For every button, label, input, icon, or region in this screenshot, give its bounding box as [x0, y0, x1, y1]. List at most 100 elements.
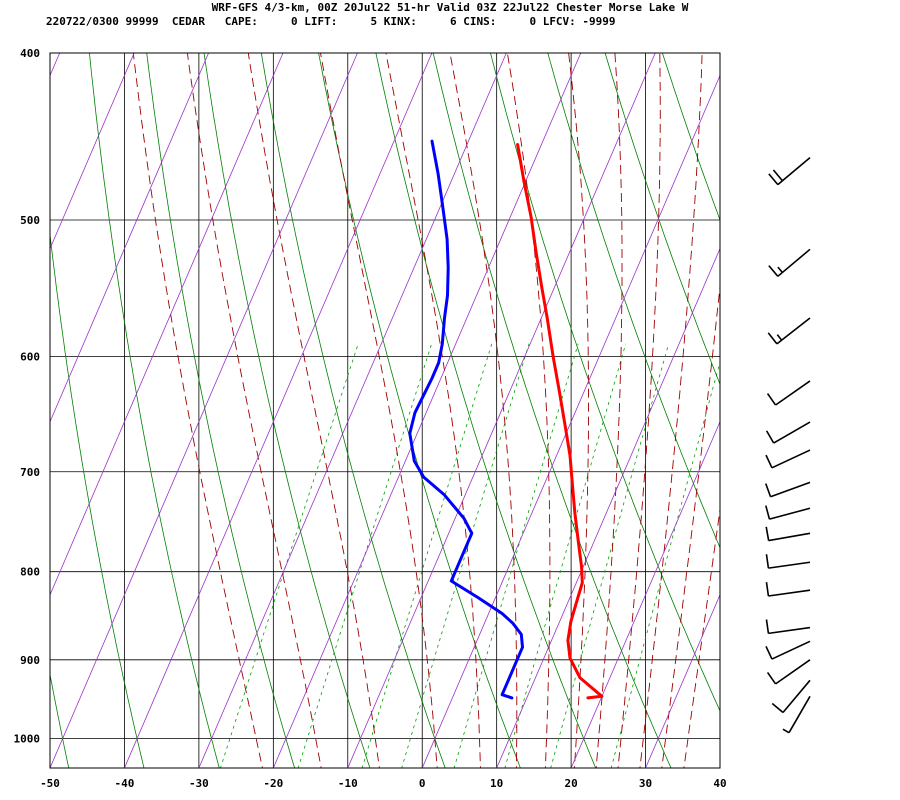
moist-adiabat [568, 53, 589, 768]
moist-adiabat [449, 53, 518, 768]
dry-adiabat [260, 53, 446, 768]
barb-staff [768, 561, 811, 569]
x-tick-label: -50 [40, 777, 60, 790]
barb-staff [788, 695, 811, 734]
isotherm [124, 53, 433, 768]
x-tick-label: -30 [189, 777, 209, 790]
dry-adiabat [50, 231, 145, 768]
mixing-ratio-line [453, 343, 579, 768]
wind-barb [765, 526, 811, 542]
mixing-ratio-line [361, 343, 493, 768]
barb-staff [777, 248, 811, 277]
y-tick-label: 600 [20, 350, 40, 363]
barb-feather [768, 173, 779, 186]
isotherm [50, 53, 358, 768]
chart-title: WRF-GFS 4/3-km, 00Z 20Jul22 51-hr Valid … [211, 1, 689, 14]
wind-barb [765, 421, 811, 444]
dry-adiabat [884, 34, 900, 775]
isotherm [496, 247, 720, 768]
moist-adiabat [617, 53, 661, 768]
barb-staff [775, 659, 811, 685]
wind-barb [771, 679, 811, 714]
wind-barbs [764, 156, 811, 734]
isotherm [50, 53, 135, 250]
sounding-trace [516, 143, 604, 700]
x-tick-label: -10 [338, 777, 358, 790]
mixing-ratio-line [550, 343, 669, 768]
y-tick-labels: 400 500 600 700 800 900 1000 [14, 47, 41, 746]
wind-barb [764, 481, 811, 498]
wind-barb [782, 695, 811, 734]
moist-adiabat [132, 53, 263, 768]
barb-feather [765, 554, 770, 569]
x-tick-label: 20 [564, 777, 577, 790]
wind-barb [765, 449, 811, 469]
y-tick-label: 700 [20, 466, 40, 479]
barb-feather [776, 334, 783, 341]
barb-staff [775, 380, 811, 406]
moist-adiabat [506, 53, 551, 768]
dry-adiabat [432, 53, 672, 768]
barb-feather [767, 332, 778, 345]
plot-frame [49, 52, 721, 769]
dry-adiabat [661, 53, 720, 222]
dry-adiabat [203, 53, 371, 768]
mixing-ratio-line [401, 343, 530, 768]
barb-staff [768, 532, 811, 542]
barb-staff [782, 679, 811, 714]
moist-adiabat [186, 53, 322, 768]
barb-staff [773, 421, 811, 444]
dry-adiabat [50, 672, 70, 768]
y-tick-label: 400 [20, 47, 40, 60]
moist-adiabat [661, 282, 720, 768]
barb-staff [776, 317, 811, 345]
y-tick-label: 800 [20, 566, 40, 579]
isotherm [272, 53, 582, 768]
x-tick-labels: -50 -40 -30 -20 -10 0 10 20 30 40 [40, 777, 727, 790]
barb-staff [769, 507, 811, 520]
wind-barb [765, 640, 811, 660]
dry-adiabat [604, 53, 720, 386]
dry-adiabat [547, 53, 720, 549]
x-tick-label: 10 [490, 777, 503, 790]
barb-staff [771, 640, 811, 660]
moist-adiabat [595, 53, 623, 768]
sounding-indices: 220722/0300 99999 CEDAR CAPE: 0 LIFT: 5 … [46, 15, 616, 28]
dry-adiabat [490, 53, 720, 712]
barb-staff [771, 449, 811, 469]
moist-adiabat [385, 53, 481, 768]
moist-adiabat [683, 506, 720, 768]
barb-staff [770, 481, 811, 498]
barb-feather [765, 582, 770, 597]
isotherm [198, 53, 507, 768]
mixing-ratio-line [297, 343, 432, 768]
mixing-ratio-line [610, 360, 720, 768]
barb-staff [777, 156, 811, 186]
dry-adiabat [88, 53, 220, 768]
x-tick-label: 30 [639, 777, 652, 790]
wind-barb [766, 659, 811, 685]
wind-barb [767, 317, 811, 345]
x-tick-label: -20 [263, 777, 283, 790]
isotherm [347, 53, 656, 768]
sounding-traces [408, 139, 604, 700]
barb-feather [765, 619, 770, 634]
barb-feather [772, 169, 784, 182]
wind-barb [768, 156, 811, 186]
wind-barb [765, 582, 811, 597]
dry-adiabat [827, 34, 900, 775]
moist-adiabat [320, 53, 438, 768]
thermo-background [50, 34, 900, 775]
dry-adiabat [146, 53, 296, 768]
barb-feather [771, 702, 784, 714]
isotherm [570, 420, 720, 768]
mixing-ratio-line [504, 343, 627, 768]
wind-barb [768, 248, 811, 277]
x-tick-label: 0 [419, 777, 426, 790]
dry-adiabat [719, 53, 720, 56]
wind-barb [765, 505, 811, 520]
isotherm [645, 593, 720, 768]
y-tick-label: 1000 [14, 733, 41, 746]
sounding-trace [408, 139, 524, 700]
